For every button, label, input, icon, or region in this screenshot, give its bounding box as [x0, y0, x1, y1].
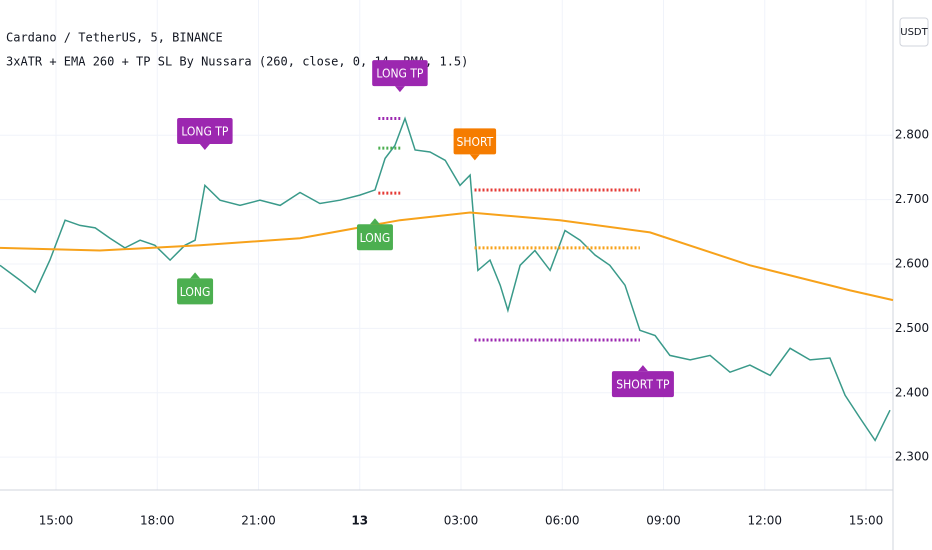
chart-title: Cardano / TetherUS, 5, BINANCE	[6, 31, 223, 45]
x-tick-label: 21:00	[241, 514, 276, 528]
signal-pointer	[369, 218, 380, 225]
signal-box	[453, 128, 497, 155]
signal-pointer	[190, 272, 201, 279]
signal-pointer	[394, 86, 405, 93]
signal-pointer	[469, 154, 480, 161]
x-tick-label: 15:00	[39, 514, 74, 528]
price-line	[0, 116, 891, 442]
signal-pointer	[637, 365, 648, 372]
signal-label: SHORT TP	[616, 378, 670, 392]
x-tick-label: 13	[351, 514, 368, 528]
signal-box	[177, 118, 233, 145]
y-tick-label: 2.600	[895, 256, 929, 270]
signal-box	[611, 371, 674, 398]
signal-box	[372, 60, 428, 87]
y-tick-label: 2.400	[895, 385, 929, 399]
signal-label: LONG TP	[376, 67, 424, 81]
signal-box	[356, 224, 393, 251]
signal-label: LONG TP	[181, 125, 229, 139]
indicator-title: 3xATR + EMA 260 + TP SL By Nussara (260,…	[6, 55, 468, 69]
signal-label: LONG	[180, 285, 211, 299]
x-tick-label: 15:00	[849, 514, 884, 528]
x-tick-label: 18:00	[140, 514, 175, 528]
ema-line	[0, 211, 894, 302]
signal-box	[177, 278, 214, 305]
currency-button[interactable]	[899, 17, 929, 47]
currency-label[interactable]: USDT	[900, 27, 928, 38]
x-tick-label: 12:00	[747, 514, 782, 528]
signal-label: LONG	[360, 231, 391, 245]
x-tick-label: 03:00	[444, 514, 479, 528]
y-tick-label: 2.300	[895, 450, 929, 464]
y-tick-label: 2.700	[895, 192, 929, 206]
x-tick-label: 06:00	[545, 514, 580, 528]
x-tick-label: 09:00	[646, 514, 681, 528]
signal-pointer	[199, 144, 210, 151]
y-tick-label: 2.800	[895, 128, 929, 142]
y-tick-label: 2.500	[895, 321, 929, 335]
signal-label: SHORT	[456, 135, 493, 149]
